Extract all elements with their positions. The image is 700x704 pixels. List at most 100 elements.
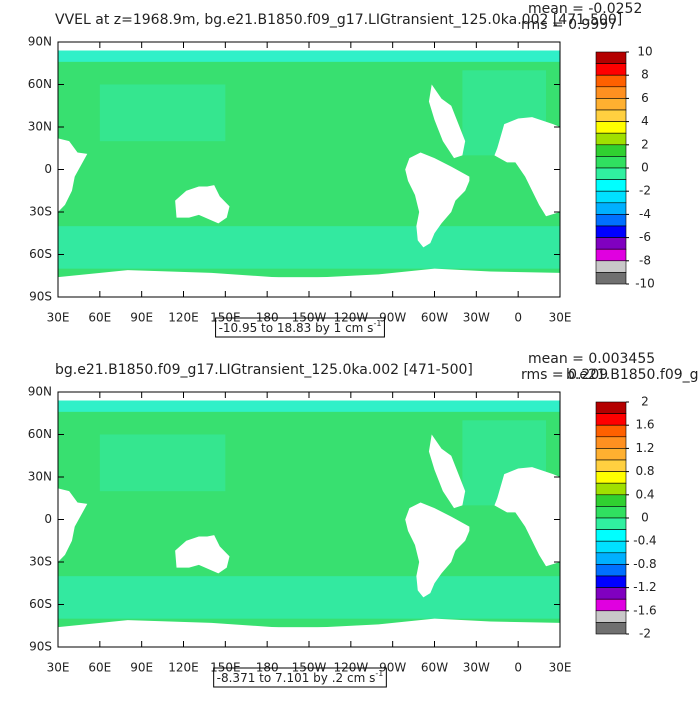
colorbar-box (595, 552, 627, 565)
overlap-text: b.e21.B1850.f09_g1 (566, 367, 700, 383)
x-tick-label: 90E (130, 661, 153, 675)
colorbar-box (595, 494, 627, 507)
y-tick-label: 60S (29, 597, 52, 611)
x-tick-label: 120E (168, 661, 199, 675)
colorbar-box (595, 144, 627, 157)
colorbar-label: 8 (641, 68, 649, 82)
colorbar-label: 6 (641, 91, 649, 105)
colorbar-box (595, 132, 627, 146)
x-tick-label: 0 (514, 311, 522, 325)
range-text: -8.371 to 7.101 by .2 cm s (217, 671, 376, 685)
y-tick-label: 0 (44, 512, 52, 526)
colorbar-box (595, 540, 627, 554)
x-tick-label: 30E (549, 311, 572, 325)
colorbar-box (595, 63, 627, 76)
colorbar-label: -1.6 (633, 603, 656, 617)
y-tick-label: 60S (29, 247, 52, 261)
colorbar-box (595, 401, 627, 414)
mean-label: mean = -0.0252 (528, 1, 642, 17)
x-tick-label: 120E (168, 311, 199, 325)
colorbar-label: -2 (639, 184, 651, 198)
colorbar-box (595, 610, 627, 623)
colorbar-box (595, 575, 627, 588)
colorbar-label: 1.2 (635, 441, 654, 455)
colorbar-label: 2 (641, 137, 649, 151)
map-field (58, 392, 560, 647)
range-label: -8.371 to 7.101 by .2 cm s-1 (217, 669, 384, 685)
colorbar-box (595, 109, 627, 122)
x-tick-label: 90E (130, 311, 153, 325)
range-text: -10.95 to 18.83 by 1 cm s (219, 321, 374, 335)
colorbar-label: -4 (639, 207, 651, 221)
x-tick-label: 90W (379, 311, 406, 325)
colorbar-box (595, 587, 627, 600)
colorbar-box (595, 424, 627, 438)
x-tick-label: 60W (421, 311, 448, 325)
range-box (213, 667, 387, 688)
mean-label: mean = 0.003455 (528, 351, 655, 367)
y-tick-label: 90S (29, 640, 52, 654)
colorbar-label: -10 (635, 277, 655, 291)
colorbar-box (595, 272, 627, 285)
x-tick-label: 60E (88, 311, 111, 325)
panel-title: VVEL at z=1968.9m, bg.e21.B1850.f09_g17.… (55, 12, 622, 28)
rms-label: rms = 0.9997 (521, 17, 617, 33)
range-unit-sup: -1 (373, 319, 381, 328)
colorbar-box (595, 482, 627, 496)
colorbar-label: -2 (639, 627, 651, 641)
x-tick-label: 0 (514, 661, 522, 675)
range-label: -10.95 to 18.83 by 1 cm s-1 (219, 319, 382, 335)
colorbar-box (595, 156, 627, 169)
colorbar-box (595, 517, 627, 530)
y-tick-label: 30N (28, 120, 52, 134)
x-tick-label: 30W (463, 661, 490, 675)
colorbar-box (595, 529, 627, 542)
colorbar-box (595, 51, 627, 64)
x-tick-label: 30W (463, 311, 490, 325)
colorbar-box (595, 74, 627, 88)
colorbar-box (595, 471, 627, 484)
colorbar-box (595, 564, 627, 577)
colorbar-label: -1.2 (633, 580, 656, 594)
colorbar-box (595, 248, 627, 262)
colorbar-box (595, 260, 627, 273)
colorbar-label: -8 (639, 253, 651, 267)
panel-title: bg.e21.B1850.f09_g17.LIGtransient_125.0k… (55, 362, 473, 378)
colorbar-box (595, 506, 627, 519)
colorbar-box (595, 413, 627, 426)
colorbar-label: 0 (641, 161, 649, 175)
colorbar-box (595, 436, 627, 449)
colorbar-box (595, 459, 627, 472)
y-tick-label: 30S (29, 555, 52, 569)
colorbar-label: -0.4 (633, 534, 656, 548)
colorbar-label: 4 (641, 114, 649, 128)
colorbar-box (595, 237, 627, 250)
colorbar-box (595, 86, 627, 99)
colorbar-box (595, 202, 627, 215)
y-tick-label: 90N (28, 385, 52, 399)
colorbar-box (595, 121, 627, 134)
colorbar-box (595, 448, 627, 461)
y-tick-label: 0 (44, 162, 52, 176)
x-tick-label: 60E (88, 661, 111, 675)
colorbar-box (595, 179, 627, 192)
colorbar-label: -0.8 (633, 557, 656, 571)
colorbar-box (595, 598, 627, 612)
colorbar-label: 0 (641, 511, 649, 525)
colorbar-label: 2 (641, 395, 649, 409)
colorbar-box (595, 190, 627, 204)
colorbar-label: 0.4 (635, 487, 654, 501)
y-tick-label: 30S (29, 205, 52, 219)
colorbar-label: 0.8 (635, 464, 654, 478)
colorbar-box (595, 98, 627, 111)
x-tick-label: 30E (47, 661, 70, 675)
colorbar-box (595, 225, 627, 238)
y-tick-label: 90S (29, 290, 52, 304)
x-tick-label: 30E (47, 311, 70, 325)
map-field (58, 42, 560, 297)
y-tick-label: 30N (28, 470, 52, 484)
colorbar-label: -6 (639, 230, 651, 244)
colorbar-label: 10 (637, 45, 652, 59)
